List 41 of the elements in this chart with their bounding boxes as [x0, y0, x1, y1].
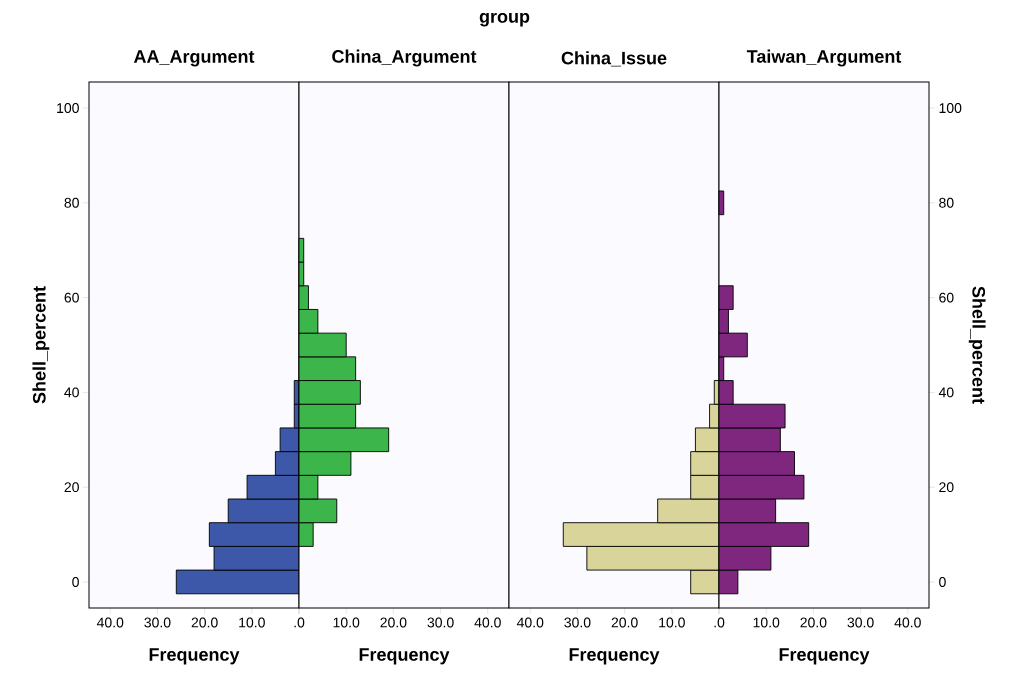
- x-tick-label: 30.0: [144, 617, 171, 628]
- x-tick-label: .0: [714, 617, 725, 628]
- y-tick-label: 80: [939, 197, 954, 208]
- y-tick-label: 100: [939, 103, 962, 114]
- x-tick-label: 30.0: [564, 617, 591, 628]
- x-tick-label: 40.0: [516, 617, 544, 628]
- x-tick-label: 40.0: [474, 617, 501, 628]
- y-tick-label: 100: [57, 103, 79, 114]
- chart-title: AA_Argument: [133, 50, 255, 67]
- y-tick-label: 40: [938, 387, 954, 398]
- y-tick-label: 0: [939, 576, 946, 587]
- y-tick-label: 0: [72, 576, 79, 587]
- y-tick-label: 80: [64, 197, 79, 208]
- x-tick-label: 20.0: [191, 617, 218, 628]
- x-tick-label: 10.0: [333, 617, 360, 628]
- text: group: [479, 12, 530, 27]
- chart-title: Taiwan_Argument: [746, 49, 902, 67]
- y-tick-label: 60: [939, 292, 954, 303]
- x-axis-title: Frequency: [569, 648, 660, 665]
- x-tick-label: 40.0: [96, 617, 124, 628]
- x-axis-title: Frequency: [359, 648, 450, 665]
- y-tick-label: 40: [64, 387, 79, 398]
- x-tick-label: 20.0: [380, 617, 407, 628]
- y-tick-label: 20: [939, 482, 954, 493]
- x-tick-label: 10.0: [659, 617, 685, 628]
- y-axis-title: Shell_percent: [968, 286, 986, 404]
- x-axis-title: Frequency: [779, 648, 870, 665]
- x-tick-label: 30.0: [847, 617, 874, 628]
- x-tick-label: .0: [294, 617, 305, 628]
- chart-title: China_Issue: [561, 51, 667, 67]
- x-tick-label: 20.0: [800, 617, 827, 628]
- y-tick-label: 20: [64, 482, 79, 493]
- y-tick-label: 60: [64, 292, 79, 303]
- x-axis-title: Frequency: [149, 648, 240, 665]
- x-tick-label: 10.0: [753, 617, 780, 628]
- y-axis-title: Shell_percent: [32, 286, 50, 404]
- x-tick-label: 40.0: [894, 617, 921, 628]
- x-tick-label: 10.0: [239, 617, 265, 628]
- x-tick-label: 30.0: [427, 617, 454, 628]
- x-tick-label: 20.0: [611, 617, 638, 628]
- chart-title: China_Argument: [332, 49, 477, 67]
